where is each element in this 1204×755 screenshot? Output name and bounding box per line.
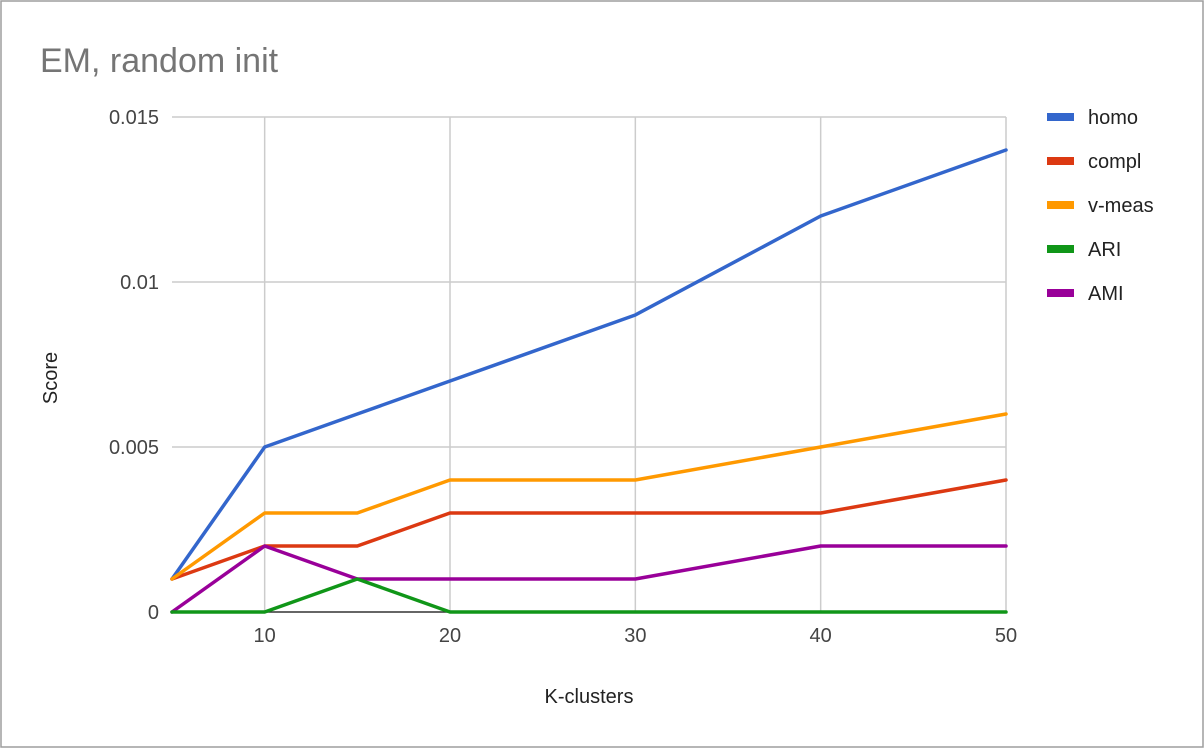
legend-item-homo: homo xyxy=(1047,107,1138,129)
legend: homo compl v-meas ARI AMI xyxy=(1047,107,1154,305)
legend-swatch xyxy=(1047,289,1074,297)
series-line-homo xyxy=(170,148,1008,581)
legend-label: ARI xyxy=(1088,239,1121,261)
tick-layer: 0 0.005 0.01 0.015 10 20 30 40 50 xyxy=(109,107,1017,647)
y-tick-label: 0 xyxy=(148,602,159,624)
legend-item-v-meas: v-meas xyxy=(1047,195,1154,217)
legend-label: compl xyxy=(1088,151,1141,173)
legend-item-ari: ARI xyxy=(1047,239,1121,261)
x-axis-label: K-clusters xyxy=(545,686,634,708)
x-tick-label: 50 xyxy=(995,625,1017,647)
legend-swatch xyxy=(1047,113,1074,121)
y-tick-label: 0.005 xyxy=(109,437,159,459)
legend-swatch xyxy=(1047,201,1074,209)
x-tick-label: 40 xyxy=(810,625,832,647)
series-line-ari xyxy=(170,577,1008,614)
series-line-v-meas xyxy=(170,412,1008,581)
legend-swatch xyxy=(1047,157,1074,165)
chart-title: EM, random init xyxy=(40,42,279,80)
legend-label: AMI xyxy=(1088,283,1124,305)
series-line-ami xyxy=(170,544,1008,614)
x-tick-label: 30 xyxy=(624,625,646,647)
x-tick-label: 10 xyxy=(254,625,276,647)
legend-label: v-meas xyxy=(1088,195,1154,217)
y-tick-label: 0.01 xyxy=(120,272,159,294)
x-tick-label: 20 xyxy=(439,625,461,647)
legend-item-ami: AMI xyxy=(1047,283,1124,305)
legend-label: homo xyxy=(1088,107,1138,129)
legend-swatch xyxy=(1047,245,1074,253)
series-layer xyxy=(170,148,1008,614)
y-tick-label: 0.015 xyxy=(109,107,159,129)
legend-item-compl: compl xyxy=(1047,151,1141,173)
y-axis-label: Score xyxy=(40,352,62,404)
